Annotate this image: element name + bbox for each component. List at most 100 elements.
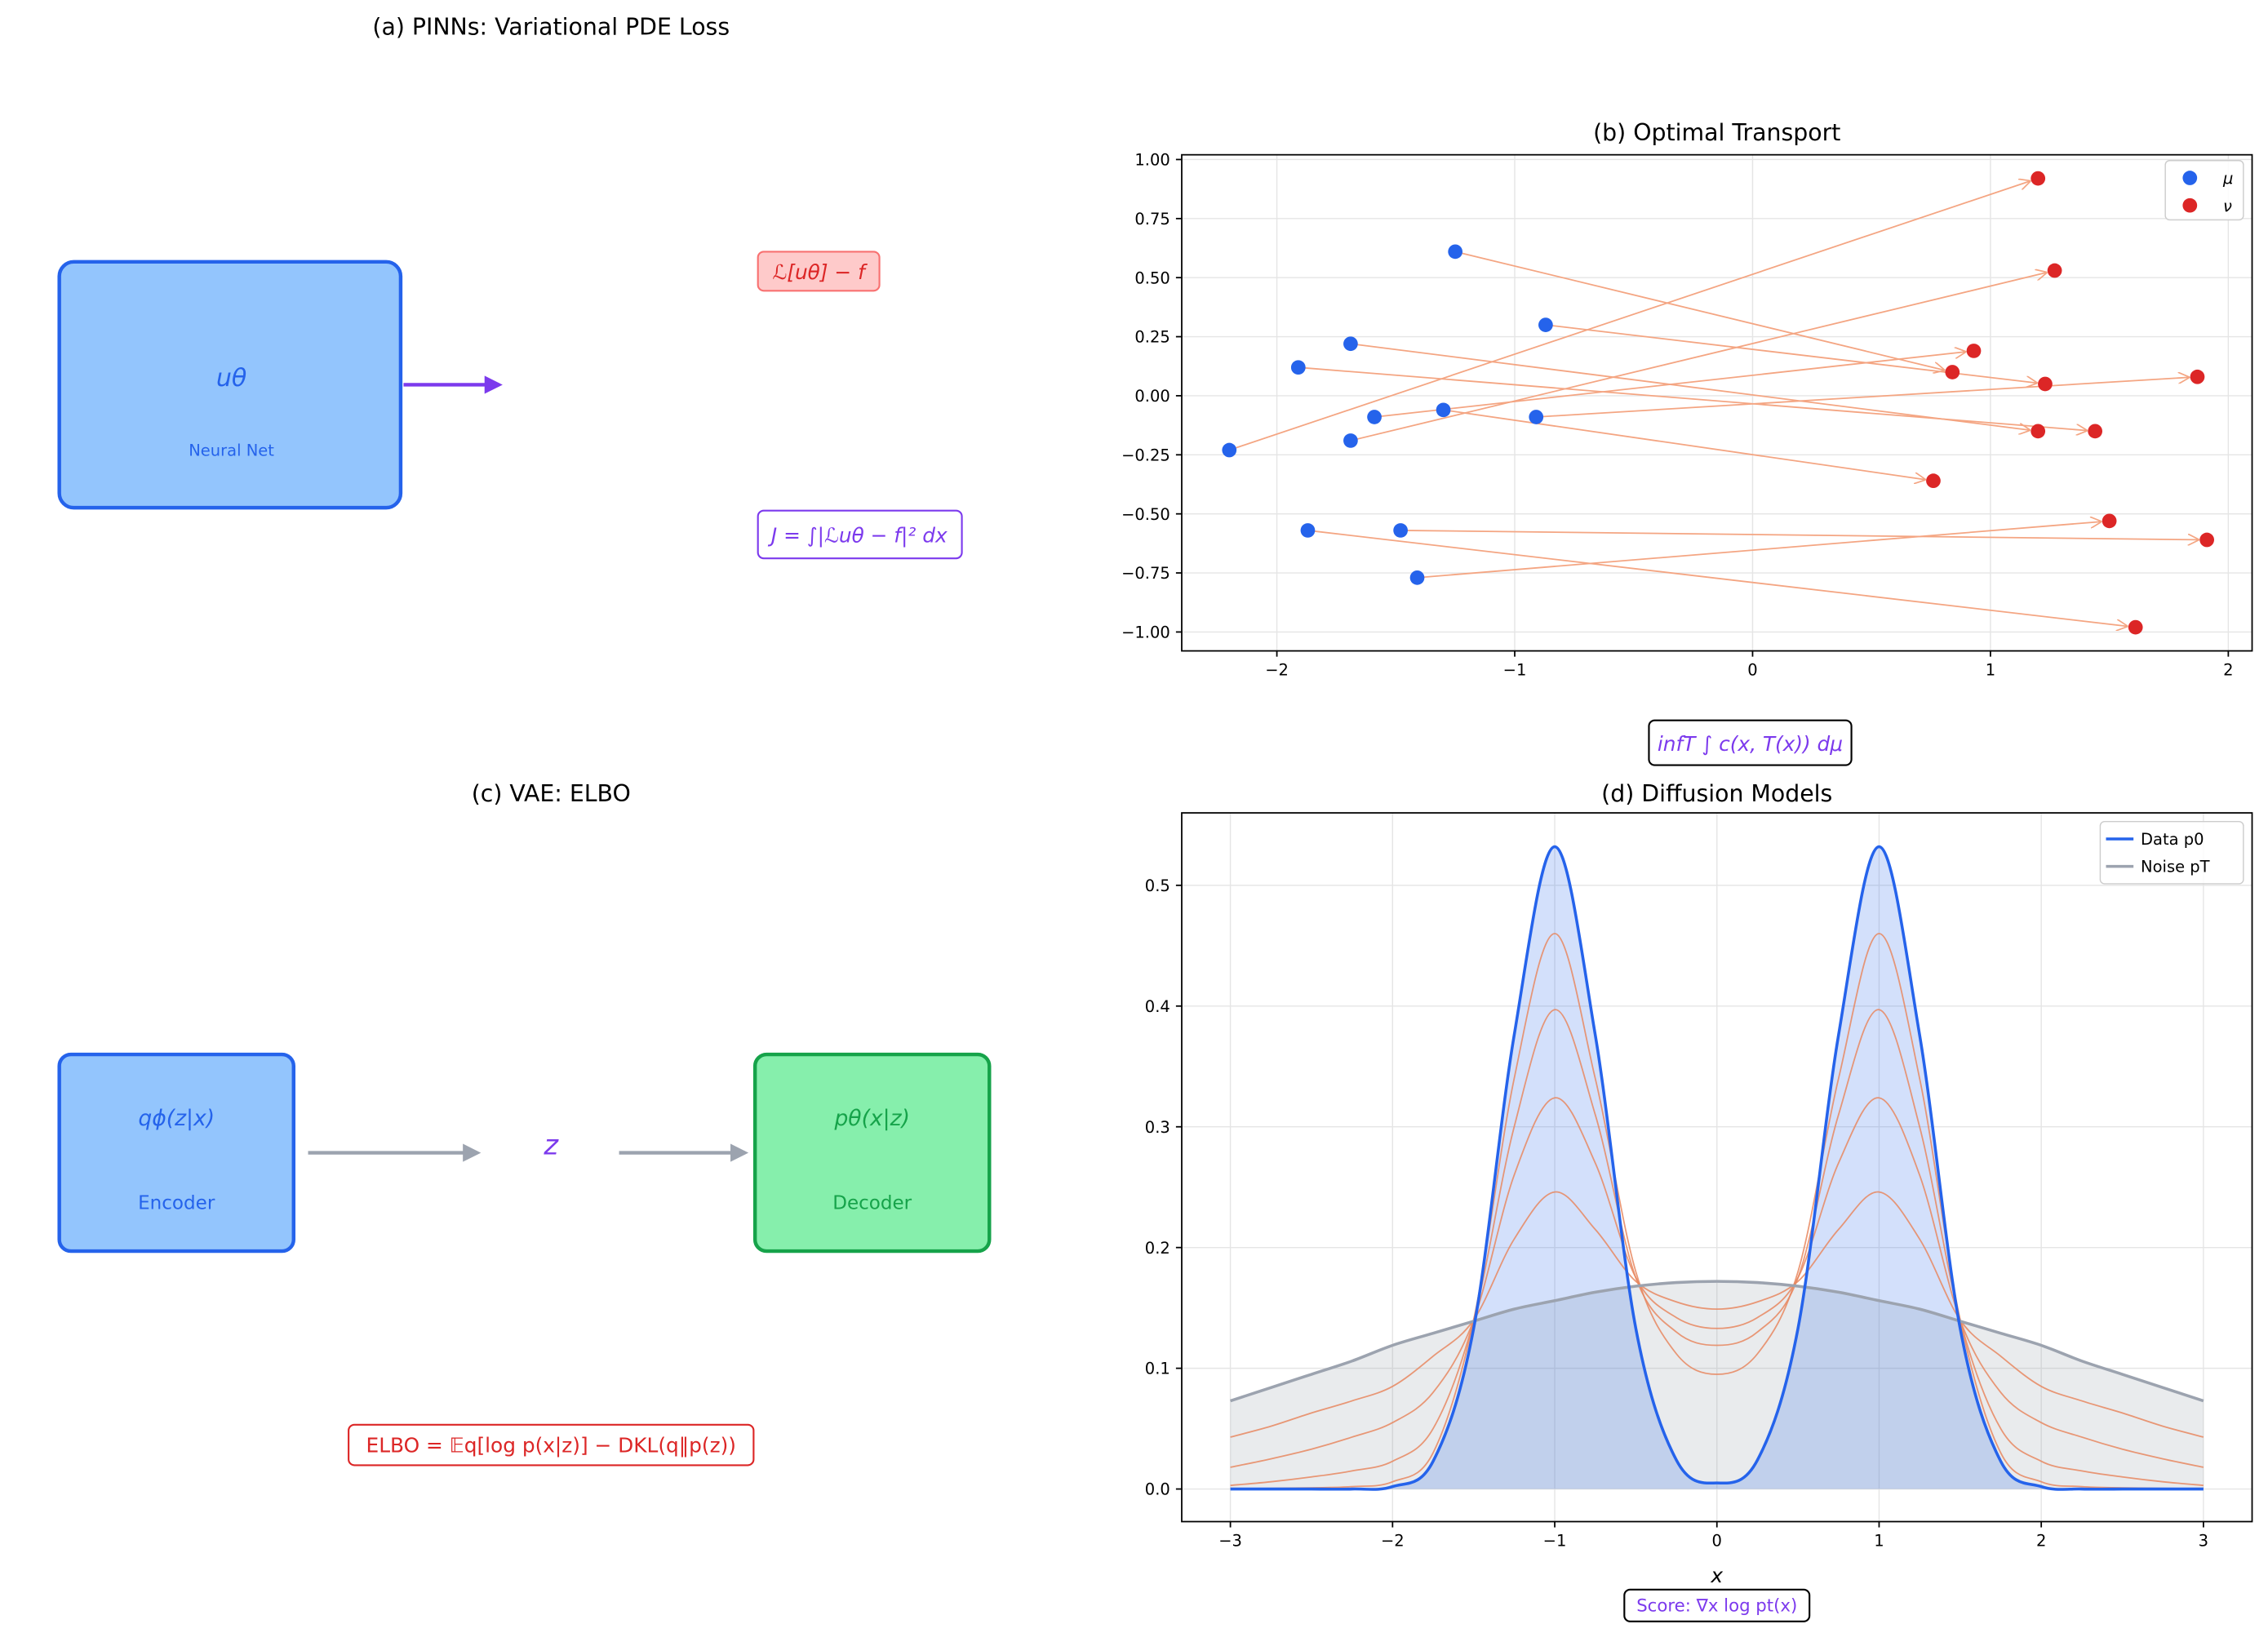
- panel-c-vae: (c) VAE: ELBO qϕ(z|x) Encoder z pθ(x|z) …: [57, 780, 992, 1467]
- source-point-mu: [1222, 442, 1237, 458]
- source-point-mu: [1538, 317, 1553, 332]
- transport-arrows: [1228, 181, 2198, 626]
- grid: [1181, 154, 2252, 651]
- encoder-box: [57, 1052, 295, 1254]
- y-tick-label: 0.3: [1145, 1118, 1170, 1137]
- x-tick-label: −1: [1503, 661, 1527, 680]
- x-tick-label: 2: [2223, 661, 2233, 680]
- panel-a-title: (a) PINNs: Variational PDE Loss: [372, 14, 730, 41]
- source-point-mu: [1300, 523, 1316, 538]
- legend-label-data: Data p0: [2141, 830, 2204, 849]
- y-tick-label: −0.50: [1121, 505, 1170, 524]
- y-tick-label: 0.2: [1145, 1239, 1170, 1258]
- y-tick-label: −0.25: [1121, 446, 1170, 464]
- functional-label: J = ∫|ℒuθ − f|² dx: [767, 524, 948, 548]
- elbo-box: [348, 1423, 755, 1467]
- x-tick-label: 0: [1747, 661, 1757, 680]
- panel-d-title: (d) Diffusion Models: [1601, 780, 1832, 807]
- y-tick-label: 0.5: [1145, 876, 1170, 895]
- legend: μ ν: [2164, 160, 2244, 221]
- target-point-nu: [1926, 473, 1941, 489]
- y-tick-label: −1.00: [1121, 623, 1170, 642]
- intermediate-density-line: [1230, 1191, 2204, 1438]
- legend-marker-nu: [2182, 197, 2198, 213]
- target-point-nu: [2088, 424, 2103, 439]
- decoder-label: Decoder: [832, 1193, 912, 1214]
- residual-box: [757, 251, 881, 292]
- plot-frame: [1181, 153, 2253, 652]
- grid: [1181, 813, 2252, 1522]
- panel-b-optimal-transport: (b) Optimal Transport −2 −1 0 1 2 −1.00 −0.75 −…: [1121, 119, 2253, 766]
- ot-annotation: infT ∫ c(x, T(x)) dμ: [1658, 732, 1843, 756]
- encoder-label: Encoder: [138, 1193, 215, 1214]
- x-tick-label: −2: [1381, 1532, 1405, 1551]
- x-tick-label: −1: [1543, 1532, 1567, 1551]
- x-tick-label: 0: [1712, 1532, 1722, 1551]
- x-tick-label: 2: [2036, 1532, 2046, 1551]
- x-axis-label: x: [1710, 1564, 1723, 1587]
- legend-label-mu: μ: [2222, 169, 2233, 188]
- target-point-nu: [2190, 369, 2205, 384]
- intermediate-density-line: [1230, 1097, 2204, 1468]
- source-point-mu: [1409, 570, 1425, 585]
- y-tick-label: 0.0: [1145, 1480, 1170, 1499]
- decoder-symbol: pθ(x|z): [833, 1106, 910, 1131]
- data-density-line: [1230, 845, 2204, 1491]
- y-tick-label: 0.50: [1134, 268, 1170, 287]
- score-annotation-box: [1623, 1588, 1811, 1622]
- y-tick-label: 0.1: [1145, 1360, 1170, 1378]
- transport-arrow: [1374, 352, 1965, 418]
- functional-box: [757, 509, 963, 560]
- legend: Data p0 Noise pT: [2099, 820, 2244, 885]
- source-point-mu: [1367, 410, 1382, 424]
- ticks: −3 −2 −1 0 1 2 3 0.0 0.1 0.2 0.3 0.4 0.5: [1145, 876, 2208, 1551]
- source-point-mu: [1290, 360, 1306, 375]
- latent-symbol: z: [543, 1129, 559, 1160]
- score-annotation: Score: ∇x log pt(x): [1636, 1595, 1797, 1616]
- intermediate-density-line: [1230, 933, 2204, 1489]
- neural-net-symbol: uθ: [216, 364, 247, 393]
- intermediate-density-line: [1230, 1009, 2204, 1487]
- curves: [1230, 845, 2204, 1491]
- noise-density-fill: [1230, 1281, 2204, 1489]
- target-point-nu: [2038, 376, 2053, 392]
- source-point-mu: [1343, 336, 1358, 352]
- ot-annotation-box: [1648, 719, 1853, 766]
- transport-arrow: [1443, 409, 1925, 479]
- panel-c-title: (c) VAE: ELBO: [472, 780, 631, 807]
- x-tick-label: 1: [1874, 1532, 1884, 1551]
- transport-arrow: [1417, 521, 2102, 579]
- transport-arrow: [1400, 530, 2198, 539]
- panel-d-diffusion: (d) Diffusion Models −3 −2 −1 0 1 2 3 0.0 0.1 0.2…: [1145, 780, 2253, 1622]
- legend-label-noise: Noise pT: [2141, 858, 2210, 876]
- x-tick-label: −2: [1265, 661, 1289, 680]
- neural-net-label: Neural Net: [189, 441, 274, 459]
- source-point-mu: [1393, 523, 1408, 538]
- x-tick-label: 3: [2199, 1532, 2208, 1551]
- transport-arrow: [1536, 377, 2189, 418]
- target-point-nu: [2102, 513, 2117, 529]
- y-tick-label: 0.00: [1134, 387, 1170, 406]
- y-tick-label: 1.00: [1134, 151, 1170, 170]
- target-point-nu: [1966, 344, 1982, 358]
- source-point-mu: [1436, 402, 1451, 418]
- source-point-mu: [1529, 410, 1544, 424]
- ticks: −2 −1 0 1 2 −1.00 −0.75 −0.50 −0.25 0.00 0.25 0.50 0…: [1121, 151, 2233, 680]
- legend-box: [2099, 820, 2244, 885]
- transport-arrow: [1454, 251, 1944, 370]
- x-tick-label: 1: [1986, 661, 1995, 680]
- target-point-nu: [2199, 532, 2214, 548]
- panel-b-title: (b) Optimal Transport: [1593, 119, 1840, 146]
- transport-arrow: [1298, 366, 2087, 430]
- transport-arrow: [1307, 530, 2127, 626]
- noise-density-line: [1230, 1280, 2204, 1403]
- panel-a-pinns: (a) PINNs: Variational PDE Loss uθ Neura…: [57, 14, 963, 560]
- decoder-box: [752, 1052, 992, 1254]
- legend-label-nu: ν: [2223, 197, 2232, 215]
- y-tick-label: −0.75: [1121, 564, 1170, 583]
- target-point-nu: [2047, 263, 2062, 278]
- target-point-nu: [2031, 171, 2046, 186]
- x-tick-label: −3: [1218, 1532, 1242, 1551]
- neural-net-box: [57, 260, 403, 510]
